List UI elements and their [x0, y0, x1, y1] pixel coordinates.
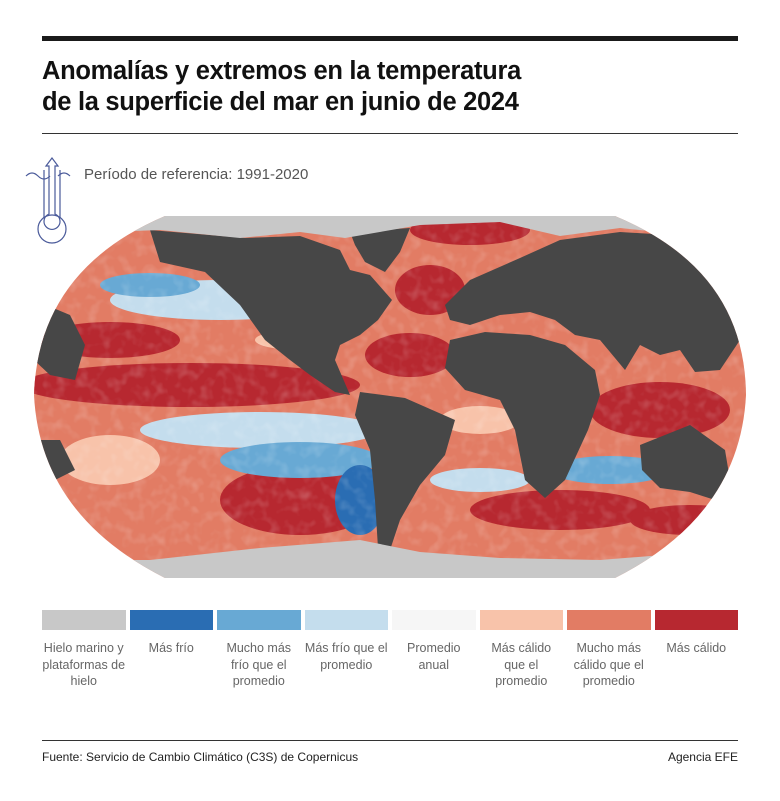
legend-label: Promedio anual — [407, 641, 461, 672]
arctic-ice — [34, 216, 746, 238]
legend-item-much-colder: Mucho más frío que el promedio — [217, 610, 301, 690]
australia — [640, 425, 730, 500]
north-america — [150, 230, 392, 395]
legend-item-much-warmer: Mucho más cálido que el promedio — [567, 610, 651, 690]
legend-swatch — [479, 610, 563, 630]
legend-swatch — [304, 610, 388, 630]
legend-swatch — [567, 610, 651, 630]
legend-label: Más frío que el promedio — [304, 641, 388, 672]
world-map — [34, 216, 746, 578]
legend: Hielo marino y plataformas de hielo Más … — [42, 610, 738, 690]
legend-swatch — [392, 610, 476, 630]
africa — [445, 332, 600, 498]
title-line-1: Anomalías y extremos en la temperatura — [42, 57, 521, 85]
south-america — [355, 392, 455, 550]
legend-item-colder: Más frío que el promedio — [304, 610, 388, 690]
legend-label: Hielo marino y plataformas de hielo — [42, 641, 126, 688]
reference-period: Período de referencia: 1991-2020 — [84, 166, 309, 183]
eurasia — [445, 232, 746, 372]
legend-label: Mucho más frío que el promedio — [226, 641, 292, 688]
legend-item-average: Promedio anual — [392, 610, 476, 690]
page-title: Anomalías y extremos en la temperatura d… — [42, 56, 742, 118]
legend-label: Mucho más cálido que el promedio — [573, 641, 644, 688]
greenland — [350, 228, 410, 272]
legend-swatch — [217, 610, 301, 630]
legend-swatch — [42, 610, 126, 630]
title-line-2: de la superficie del mar en junio de 202… — [42, 88, 519, 116]
legend-item-coldest: Más frío — [129, 610, 213, 690]
legend-label: Más frío — [148, 641, 194, 655]
antarctica — [34, 540, 746, 578]
legend-swatch — [129, 610, 213, 630]
legend-swatch — [654, 610, 738, 630]
legend-label: Más cálido que el promedio — [491, 641, 552, 688]
footer-divider — [42, 740, 738, 741]
land — [34, 228, 746, 550]
legend-label: Más cálido — [666, 641, 727, 655]
credit: Agencia EFE — [667, 750, 738, 764]
divider — [42, 133, 738, 134]
ice — [34, 216, 746, 578]
source: Fuente: Servicio de Cambio Climático (C3… — [42, 750, 359, 764]
legend-item-ice: Hielo marino y plataformas de hielo — [42, 610, 126, 690]
thermometer-icon — [25, 157, 71, 244]
legend-item-warmer: Más cálido que el promedio — [479, 610, 563, 690]
legend-item-warmest: Más cálido — [654, 610, 738, 690]
top-bar — [42, 36, 738, 41]
